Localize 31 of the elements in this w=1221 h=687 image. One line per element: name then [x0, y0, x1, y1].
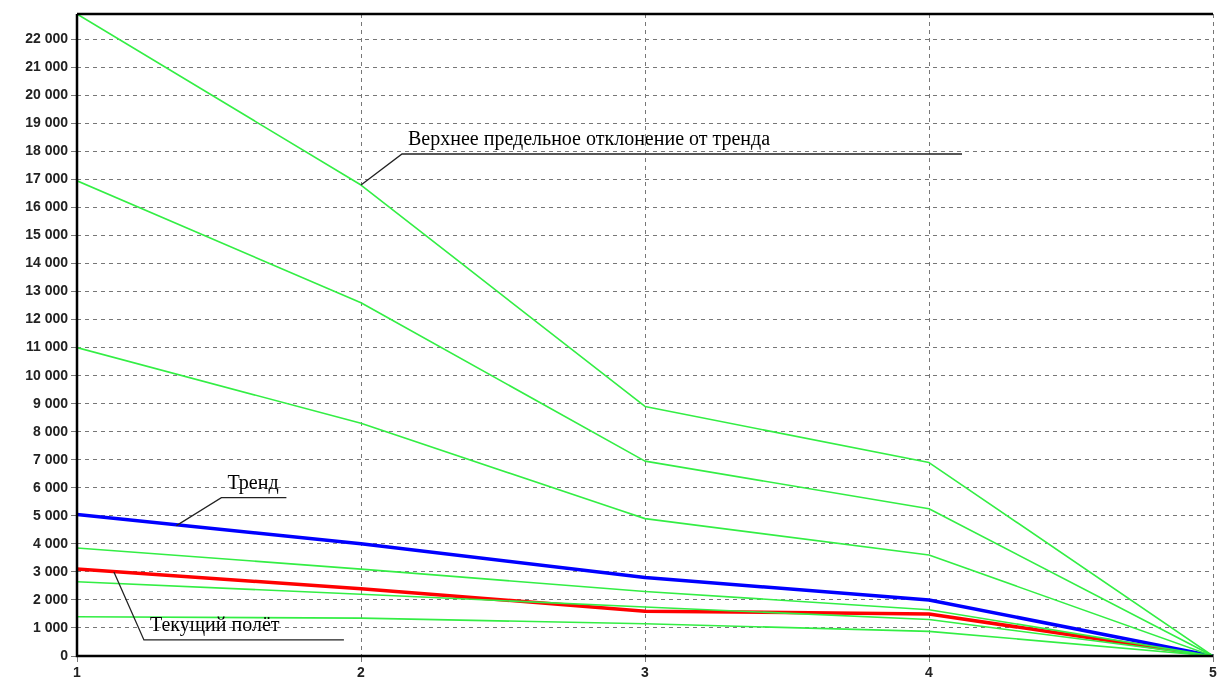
annotation: Верхнее предельное отклонение от тренда [408, 127, 771, 151]
y-tick-label: 17 000 [25, 170, 69, 187]
y-tick-label: 18 000 [25, 142, 69, 159]
y-tick-label: 12 000 [25, 310, 69, 327]
y-tick-label: 1 000 [32, 618, 69, 635]
y-tick-label: 16 000 [25, 198, 69, 215]
x-tick-label: 4 [925, 664, 934, 681]
x-tick-label: 1 [73, 664, 82, 681]
y-tick-label: 14 000 [25, 254, 69, 271]
y-tick-label: 5 000 [32, 506, 69, 523]
annotation: Текущий полёт [149, 613, 280, 637]
y-tick-label: 9 000 [32, 394, 69, 411]
x-tick-label: 5 [1209, 664, 1218, 681]
y-tick-label: 11 000 [25, 338, 69, 355]
x-tick-label: 3 [641, 664, 650, 681]
y-tick-label: 6 000 [32, 478, 69, 495]
annotation: Тренд [227, 470, 279, 494]
y-tick-label: 4 000 [32, 534, 69, 551]
y-tick-label: 19 000 [25, 114, 69, 131]
y-tick-label: 3 000 [32, 562, 69, 579]
y-tick-label: 0 [60, 646, 69, 663]
y-tick-label: 2 000 [32, 590, 69, 607]
y-tick-label: 10 000 [25, 366, 69, 383]
x-tick-label: 2 [357, 664, 366, 681]
y-tick-label: 13 000 [25, 282, 69, 299]
y-tick-label: 21 000 [25, 58, 69, 75]
y-tick-label: 7 000 [32, 450, 69, 467]
y-tick-label: 22 000 [25, 30, 69, 47]
y-tick-label: 20 000 [25, 86, 69, 103]
y-tick-label: 8 000 [32, 422, 69, 439]
y-tick-label: 15 000 [25, 226, 69, 243]
